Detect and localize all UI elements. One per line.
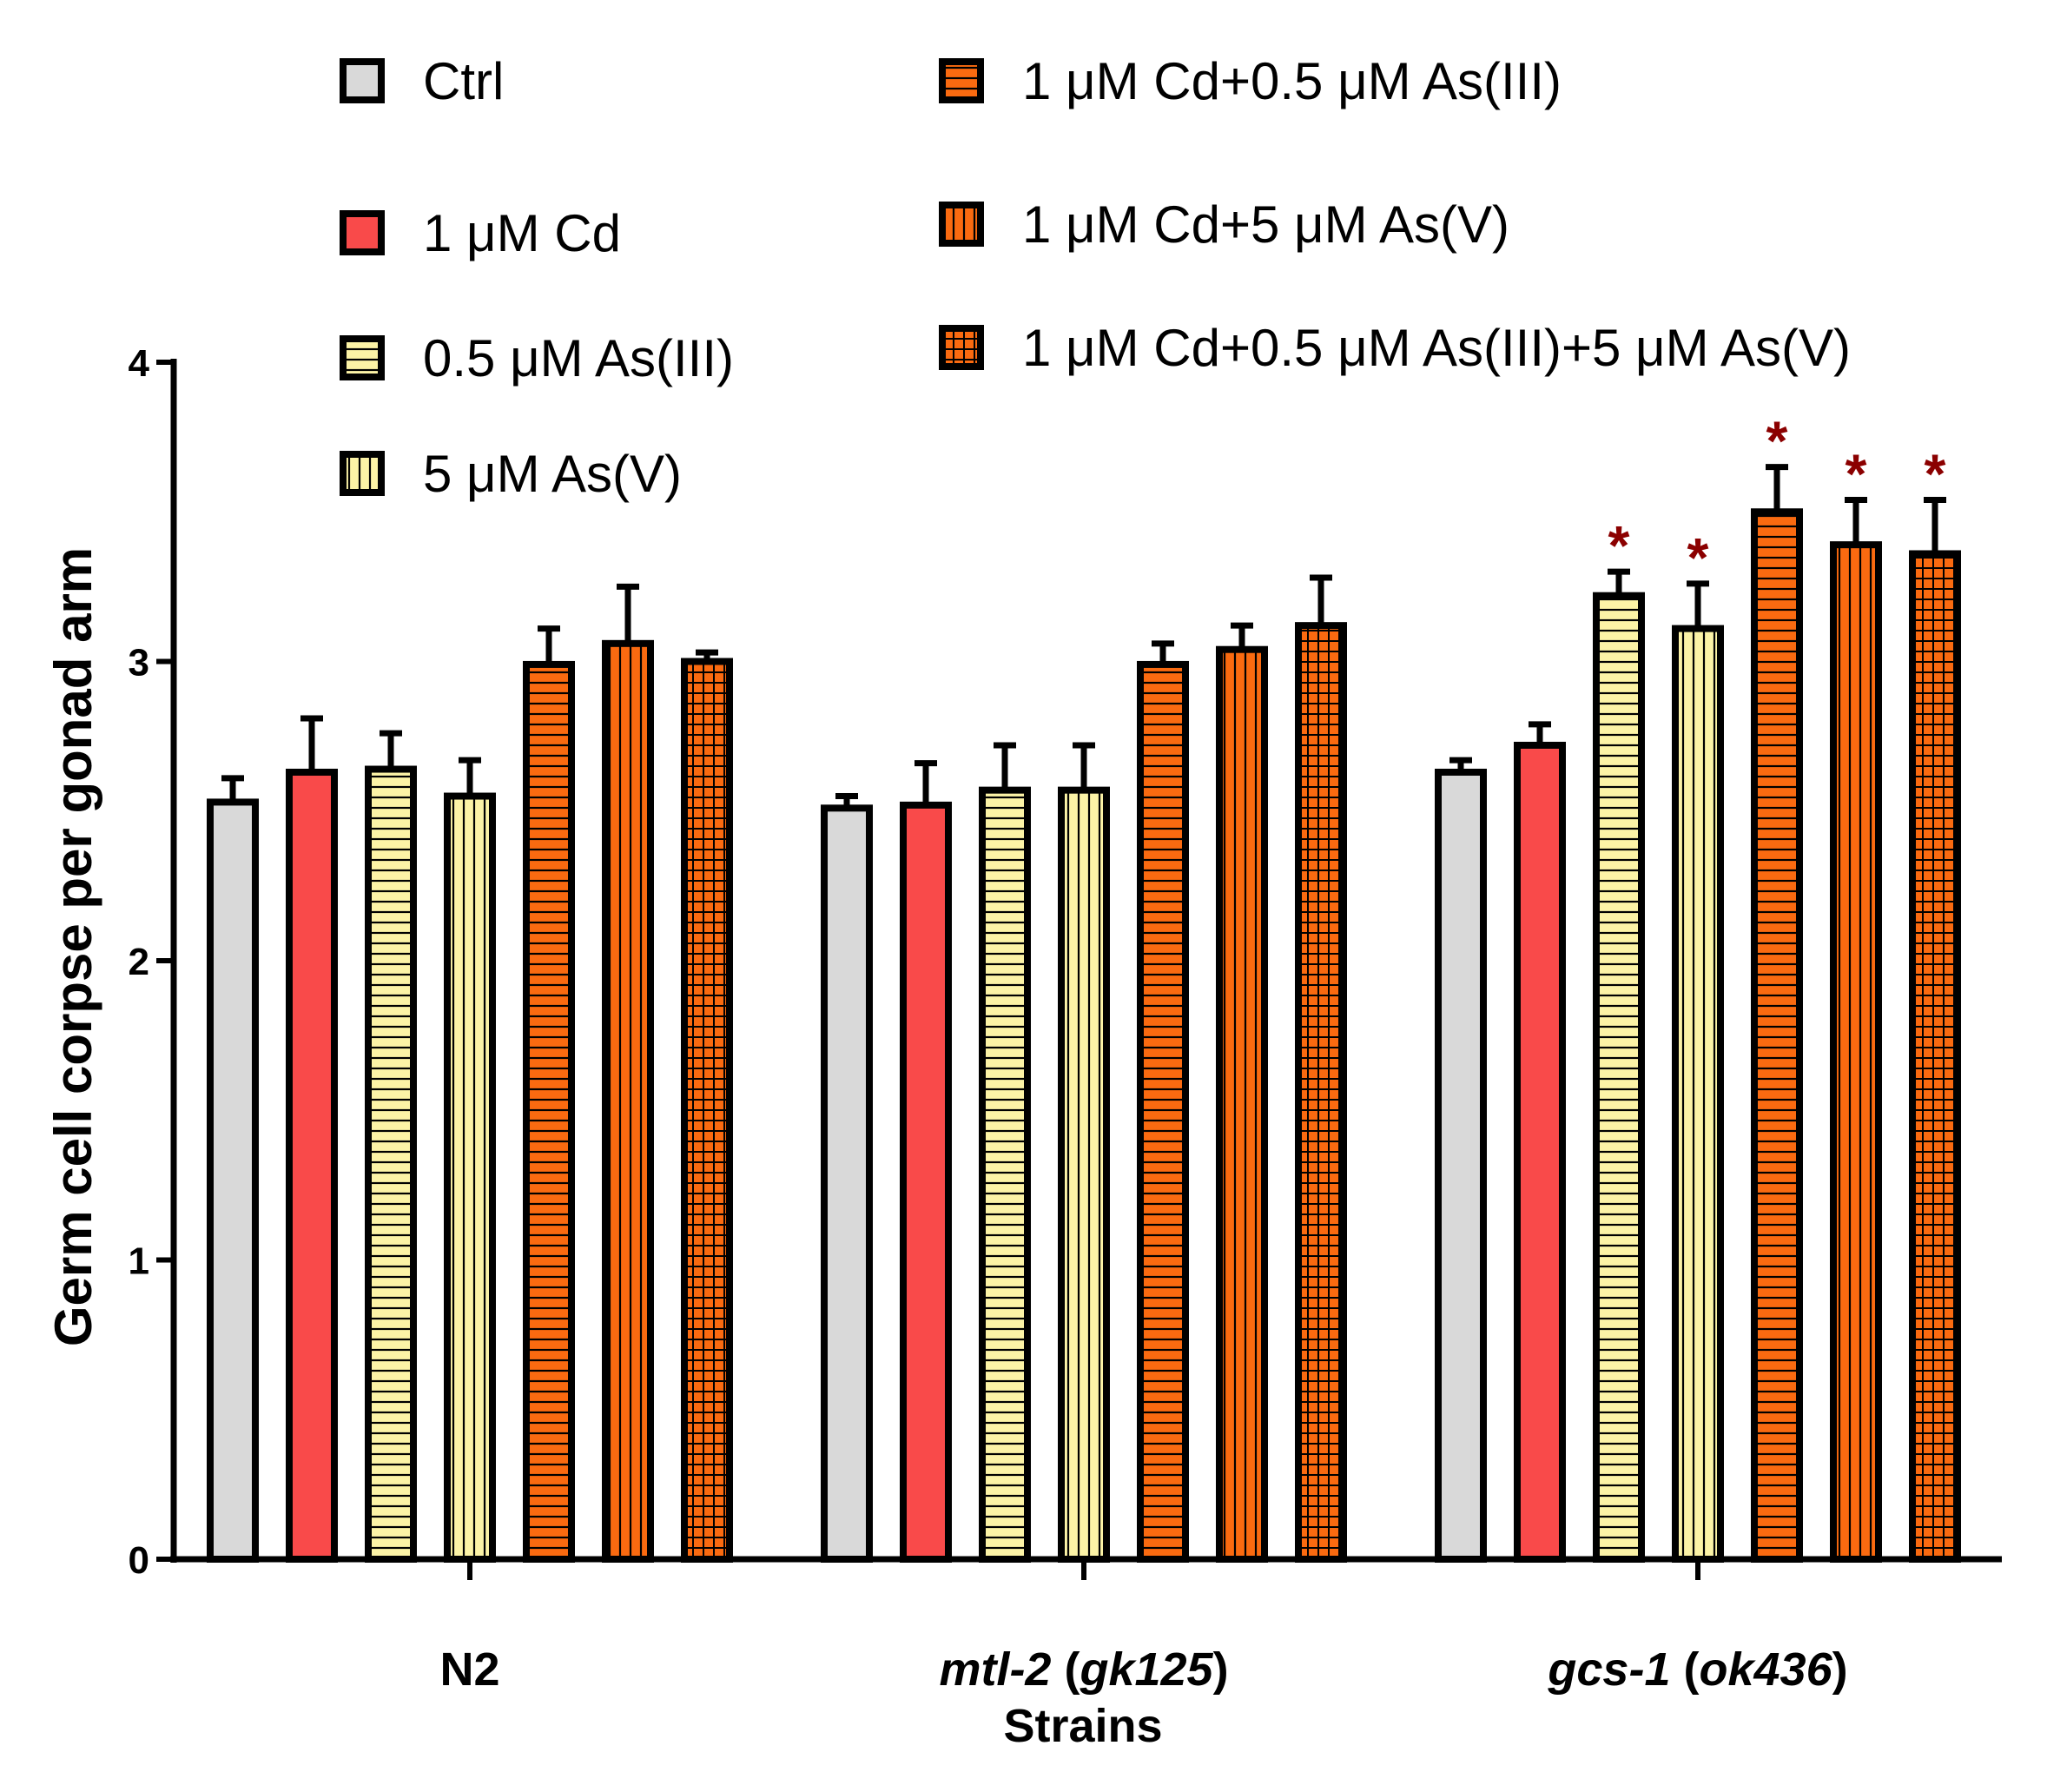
bar — [1593, 592, 1645, 1564]
x-axis-title: Strains — [1003, 1700, 1162, 1752]
bar — [1435, 768, 1487, 1563]
legend-swatch — [939, 202, 984, 247]
group-label: mtl-2 (gk125) — [939, 1643, 1228, 1696]
group-label: gcs-1 (ok436) — [1547, 1643, 1847, 1696]
bar — [1137, 660, 1189, 1564]
bar — [1751, 508, 1803, 1563]
legend-swatch — [340, 58, 385, 103]
significance-star: * — [1766, 410, 1788, 473]
bar — [979, 786, 1031, 1563]
legend-swatch — [340, 451, 385, 496]
bar — [1830, 541, 1882, 1563]
significance-star: * — [1846, 442, 1867, 505]
bar — [602, 639, 654, 1564]
legend-label: 1 μM Cd+5 μM As(V) — [1022, 195, 1509, 254]
y-tick-label: 2 — [129, 941, 149, 983]
significance-star: * — [1608, 514, 1630, 577]
bar — [681, 658, 733, 1563]
y-tick-label: 3 — [129, 642, 149, 684]
significance-star: * — [1925, 442, 1946, 505]
bar — [523, 660, 575, 1564]
bar — [1058, 786, 1110, 1563]
legend-label: Ctrl — [423, 52, 504, 110]
legend-label: 1 μM Cd — [423, 204, 621, 262]
bars: * * * * * — [207, 410, 1961, 1564]
bar — [286, 768, 338, 1563]
bar — [444, 792, 496, 1563]
y-tick-label: 4 — [129, 342, 150, 385]
legend-swatch — [340, 210, 385, 255]
group-label: N2 — [439, 1643, 499, 1696]
significance-star: * — [1687, 526, 1709, 589]
legend-label: 5 μM As(V) — [423, 445, 682, 503]
group-labels: N2 mtl-2 (gk125) gcs-1 (ok436) — [439, 1643, 1847, 1696]
bar — [365, 765, 417, 1563]
legend-label: 0.5 μM As(III) — [423, 329, 734, 387]
bar — [1909, 550, 1961, 1563]
legend-swatch — [340, 335, 385, 380]
bar — [207, 798, 259, 1563]
bar — [1295, 622, 1347, 1563]
bar — [900, 801, 952, 1563]
y-tick-label: 0 — [129, 1539, 149, 1582]
y-axis-title: Germ cell corpse per gonad arm — [44, 547, 102, 1346]
legend: Ctrl 1 μM Cd 0.5 μM As(III) 5 μM As(V) 1 μM … — [340, 52, 1851, 503]
legend-label: 1 μM Cd+0.5 μM As(III)+5 μM As(V) — [1022, 319, 1851, 377]
bar — [1514, 741, 1566, 1563]
bar — [1672, 625, 1724, 1563]
legend-label: 1 μM Cd+0.5 μM As(III) — [1022, 52, 1562, 110]
legend-swatch — [939, 58, 984, 103]
legend-swatch — [939, 325, 984, 370]
bar — [821, 804, 873, 1563]
y-tick-label: 1 — [129, 1240, 149, 1283]
bar — [1216, 645, 1268, 1563]
